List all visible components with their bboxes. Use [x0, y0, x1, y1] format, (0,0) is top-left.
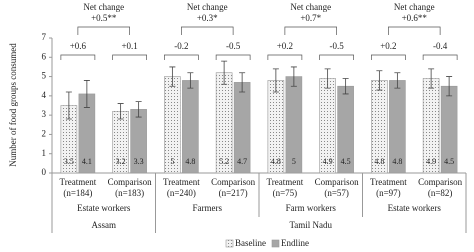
change-label: -0.5 — [330, 41, 345, 51]
error-bar — [272, 68, 279, 93]
value-label: 4.8 — [392, 157, 402, 166]
sample-size: (n=57) — [324, 188, 349, 198]
net-bracket — [284, 26, 337, 35]
change-bracket — [112, 54, 147, 60]
change-label: +0.6 — [70, 41, 87, 51]
change-label: +0.1 — [121, 41, 137, 51]
x-tick-label: Comparison — [108, 177, 152, 187]
net-change-title: Net change — [394, 2, 435, 12]
sample-size: (n=75) — [273, 188, 298, 198]
error-bar — [135, 101, 142, 118]
legend-swatch — [225, 239, 234, 248]
error-bar — [187, 72, 194, 89]
sample-size: (n=183) — [115, 188, 144, 198]
net-change-value: +0.5** — [91, 13, 117, 23]
change-bracket — [164, 54, 199, 60]
value-label: 5.2 — [219, 157, 229, 166]
value-label: 3.5 — [64, 157, 74, 166]
net-bracket — [181, 26, 234, 35]
sample-size: (n=184) — [63, 188, 92, 198]
change-bracket — [267, 54, 303, 60]
value-label: 5 — [170, 157, 174, 166]
change-bracket — [371, 54, 406, 60]
value-label: 4.7 — [237, 157, 247, 166]
x-tick-label: Treatment — [60, 177, 97, 187]
change-label: +0.2 — [380, 41, 396, 51]
error-bar — [83, 80, 90, 108]
y-tick-label: 3 — [42, 109, 47, 119]
y-tick-label: 0 — [42, 167, 47, 177]
net-change-value: +0.6** — [402, 13, 428, 23]
sample-size: (n=217) — [219, 188, 248, 198]
sample-size: (n=82) — [428, 188, 453, 198]
x-tick-label: Comparison — [315, 177, 359, 187]
x-tick-label: Treatment — [267, 177, 304, 187]
error-bar — [428, 68, 435, 89]
net-change-title: Net change — [290, 2, 331, 12]
error-bar — [324, 68, 331, 89]
y-tick-label: 1 — [42, 148, 47, 158]
error-bar — [239, 72, 246, 93]
error-bar — [169, 66, 176, 87]
value-label: 4.9 — [426, 157, 436, 166]
region-label: Assam — [92, 220, 117, 230]
error-bar — [65, 91, 72, 120]
x-tick-label: Comparison — [418, 177, 462, 187]
change-label: -0.5 — [226, 41, 241, 51]
error-bar — [376, 70, 383, 91]
group-label: Estate workers — [77, 203, 131, 213]
group-label: Farmers — [193, 203, 223, 213]
net-change-title: Net change — [187, 2, 228, 12]
net-bracket — [77, 26, 130, 35]
net-bracket — [388, 26, 441, 35]
error-bar — [394, 72, 401, 89]
x-tick-label: Comparison — [211, 177, 255, 187]
change-bracket — [422, 54, 458, 60]
legend-swatch — [271, 239, 280, 248]
error-bar — [117, 103, 124, 120]
x-tick-label: Treatment — [370, 177, 407, 187]
change-label: -0.4 — [433, 41, 448, 51]
value-label: 4.1 — [82, 157, 92, 166]
value-label: 5 — [292, 157, 296, 166]
x-tick-label: Treatment — [163, 177, 200, 187]
net-change-value: +0.3* — [197, 13, 218, 23]
change-bracket — [60, 54, 96, 60]
value-label: 4.9 — [323, 157, 333, 166]
value-label: 3.2 — [116, 157, 126, 166]
y-tick-label: 5 — [42, 71, 47, 81]
legend-label: Baseline — [235, 238, 266, 248]
change-bracket — [215, 54, 251, 60]
error-bar — [446, 76, 453, 97]
net-change-value: +0.7* — [300, 13, 321, 23]
error-bar — [221, 60, 228, 85]
y-tick-label: 6 — [42, 51, 47, 61]
sample-size: (n=240) — [167, 188, 196, 198]
group-label: Estate workers — [388, 203, 442, 213]
value-label: 4.8 — [271, 157, 281, 166]
change-label: +0.2 — [277, 41, 293, 51]
net-change-title: Net change — [83, 2, 124, 12]
value-label: 3.3 — [134, 157, 144, 166]
y-tick-label: 7 — [42, 32, 47, 42]
error-bar — [342, 78, 349, 95]
region-label: Tamil Nadu — [289, 220, 332, 230]
sample-size: (n=97) — [376, 188, 401, 198]
y-tick-label: 4 — [42, 90, 47, 100]
change-bracket — [319, 54, 354, 60]
error-bar — [290, 66, 297, 87]
y-axis-title: Number of food groups consumed — [8, 43, 18, 167]
value-label: 4.8 — [374, 157, 384, 166]
value-label: 4.5 — [341, 157, 351, 166]
value-label: 4.8 — [185, 157, 195, 166]
change-label: -0.2 — [174, 41, 188, 51]
y-tick-label: 2 — [42, 128, 47, 138]
legend-label: Endline — [281, 238, 309, 248]
value-label: 4.5 — [444, 157, 454, 166]
group-label: Farm workers — [286, 203, 337, 213]
